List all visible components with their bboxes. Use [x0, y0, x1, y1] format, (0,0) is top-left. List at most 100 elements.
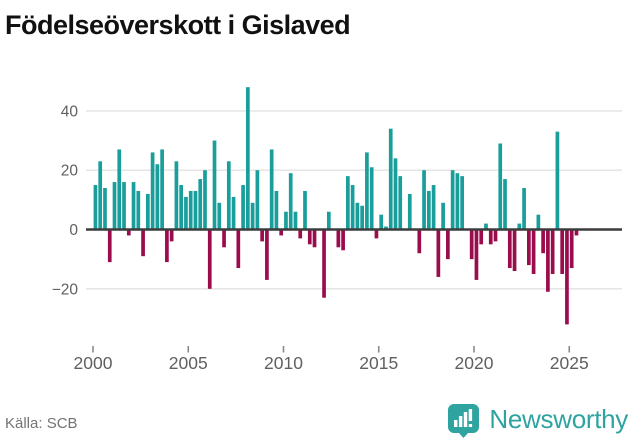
bar [550, 229, 555, 274]
y-axis-label: 0 [69, 222, 78, 239]
bar [569, 229, 574, 269]
bar [479, 229, 484, 245]
bar-chart-badge-icon [448, 404, 480, 438]
bar [288, 173, 293, 230]
bar [193, 190, 198, 230]
bar [303, 190, 307, 230]
bar [431, 185, 436, 230]
bar [436, 229, 441, 277]
bar [498, 143, 503, 230]
brand-name: Newsworthy [489, 404, 628, 434]
bar [365, 152, 369, 230]
bar [198, 179, 203, 230]
bar [236, 229, 241, 269]
bar [255, 170, 260, 230]
bar [265, 229, 269, 280]
bar [493, 229, 498, 242]
bar [574, 229, 579, 236]
bar [507, 229, 512, 269]
bar [541, 229, 545, 254]
bar [469, 229, 474, 260]
bar [450, 170, 455, 230]
bar [279, 229, 284, 236]
bar [531, 229, 536, 274]
bar [298, 229, 303, 239]
bar [98, 161, 103, 230]
bar [455, 173, 460, 230]
bar [488, 229, 493, 245]
bar [131, 182, 136, 230]
bar [112, 182, 117, 230]
bar [155, 164, 160, 230]
bar [117, 149, 122, 230]
x-axis-label: 2000 [74, 353, 113, 373]
bar [169, 229, 174, 242]
bar [379, 214, 384, 230]
bar [546, 229, 550, 292]
bar [93, 185, 98, 230]
bar [203, 170, 207, 230]
bar [103, 187, 107, 230]
bar [346, 176, 350, 230]
x-axis-label: 2020 [455, 353, 494, 373]
bar [107, 229, 112, 263]
bar [293, 211, 298, 230]
source-label: Källa: SCB [5, 415, 78, 432]
bar [388, 128, 393, 230]
bar [241, 185, 245, 230]
bar [250, 202, 255, 230]
bar [560, 229, 565, 274]
bar [231, 196, 236, 230]
bar [212, 140, 217, 230]
bar [341, 229, 345, 251]
bar [260, 229, 264, 242]
bar [222, 229, 226, 248]
x-axis-label: 2005 [169, 353, 208, 373]
x-axis-label: 2025 [550, 353, 589, 373]
bar [460, 176, 465, 230]
bar [350, 185, 355, 230]
bar [246, 87, 250, 230]
y-axis-label: 20 [61, 163, 79, 180]
bar [184, 196, 188, 230]
bar [217, 202, 222, 230]
x-axis-label: 2010 [264, 353, 303, 373]
bar [326, 211, 331, 230]
bar [160, 149, 164, 230]
bar [336, 229, 341, 248]
newsworthy-logo[interactable]: Newsworthy [445, 401, 628, 438]
chart-title: Födelseöverskott i Gislaved [5, 10, 351, 40]
bar [274, 190, 279, 230]
bar [150, 152, 155, 230]
bar [441, 202, 445, 230]
bar [536, 214, 541, 230]
bar [398, 176, 403, 230]
bar [145, 193, 150, 230]
bar [126, 229, 131, 236]
bar [517, 223, 522, 230]
bar [522, 187, 526, 230]
bar [188, 190, 193, 230]
bar [565, 229, 569, 325]
bar [393, 158, 398, 230]
bar [355, 202, 360, 230]
bar [369, 167, 374, 230]
bar [474, 229, 479, 280]
bar [484, 223, 488, 230]
bar [446, 229, 450, 260]
bar [136, 190, 141, 230]
bar [122, 182, 126, 230]
x-axis-label: 2015 [359, 353, 398, 373]
bar [322, 229, 326, 298]
bar [422, 170, 426, 230]
bar [526, 229, 531, 266]
bar [165, 229, 169, 263]
bar [374, 229, 379, 239]
bar [141, 229, 145, 257]
bar [360, 205, 364, 230]
bar [312, 229, 317, 248]
bar [384, 226, 388, 230]
bar [503, 179, 507, 230]
